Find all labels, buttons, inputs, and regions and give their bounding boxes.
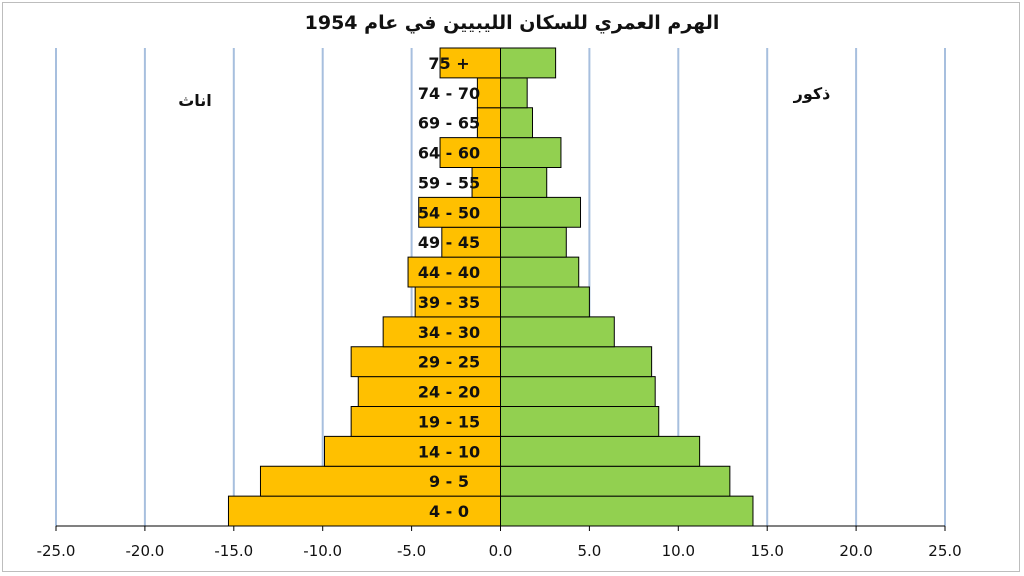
x-tick-label: 5.0 bbox=[577, 542, 601, 560]
age-group-label: 69 - 65 bbox=[418, 114, 480, 133]
female-bar bbox=[350, 406, 502, 437]
female-bar bbox=[407, 256, 502, 288]
male-bar bbox=[500, 77, 528, 109]
x-tick-label: -25.0 bbox=[37, 542, 76, 560]
male-bar bbox=[500, 167, 548, 198]
x-tick-label: 0.0 bbox=[489, 542, 513, 560]
age-group-label: 29 - 25 bbox=[418, 353, 480, 372]
male-bar bbox=[500, 435, 701, 467]
age-group-label: 24 - 20 bbox=[418, 383, 480, 402]
male-bar bbox=[500, 316, 615, 348]
male-bar bbox=[500, 465, 731, 497]
age-group-label: 49 - 45 bbox=[418, 233, 480, 252]
male-bar bbox=[500, 137, 562, 168]
male-bar bbox=[500, 376, 656, 407]
male-bar bbox=[500, 196, 582, 228]
age-labels: 4 - 0 9 - 5 14 - 10 19 - 15 24 - 20 29 - 25 34… bbox=[418, 54, 480, 521]
x-tick-label: -15.0 bbox=[214, 542, 253, 560]
female-bar bbox=[418, 196, 502, 228]
age-group-label: 75 + bbox=[428, 54, 469, 73]
x-tick-label: -20.0 bbox=[125, 542, 164, 560]
male-label: ذكور bbox=[793, 84, 831, 103]
bars bbox=[227, 47, 754, 527]
female-bar bbox=[476, 77, 501, 109]
male-bar bbox=[500, 406, 660, 437]
female-bar bbox=[382, 316, 502, 348]
x-tick-label: 20.0 bbox=[839, 542, 872, 560]
age-group-label: 14 - 10 bbox=[418, 442, 480, 461]
x-axis: -25.0 -20.0 -15.0 -10.0 -5.0 0.0 5.0 10.0 15.0 20… bbox=[37, 48, 962, 560]
female-bar bbox=[441, 226, 501, 258]
female-bar bbox=[357, 376, 502, 407]
female-bar bbox=[259, 465, 501, 497]
age-group-label: 59 - 55 bbox=[418, 173, 480, 192]
x-tick-label: 15.0 bbox=[750, 542, 783, 560]
female-bar bbox=[323, 435, 501, 467]
male-bar bbox=[500, 47, 557, 79]
age-group-label: 9 - 5 bbox=[429, 472, 469, 491]
x-tick-label: -5.0 bbox=[397, 542, 426, 560]
female-bar bbox=[476, 107, 501, 139]
female-bar bbox=[350, 346, 502, 378]
male-bar bbox=[500, 286, 590, 318]
male-bar bbox=[500, 495, 754, 527]
female-bar bbox=[414, 286, 502, 318]
male-bar bbox=[500, 107, 534, 139]
age-group-label: 34 - 30 bbox=[418, 323, 480, 342]
age-group-label: 64 - 60 bbox=[418, 144, 480, 163]
chart-title: الهرم العمري للسكان الليبيين في عام 1954 bbox=[305, 12, 720, 35]
age-group-label: 4 - 0 bbox=[429, 502, 469, 521]
female-bar bbox=[439, 47, 502, 79]
female-bar bbox=[439, 137, 502, 168]
male-bar bbox=[500, 256, 580, 288]
male-bar bbox=[500, 226, 567, 258]
age-group-label: 39 - 35 bbox=[418, 293, 480, 312]
x-tick-label: 25.0 bbox=[928, 542, 961, 560]
female-bar bbox=[227, 495, 501, 527]
male-bar bbox=[500, 346, 653, 378]
age-group-label: 44 - 40 bbox=[418, 263, 480, 282]
age-group-label: 74 - 70 bbox=[418, 84, 480, 103]
age-group-label: 19 - 15 bbox=[418, 412, 480, 431]
x-tick-label: 10.0 bbox=[662, 542, 695, 560]
x-tick-label: -10.0 bbox=[303, 542, 342, 560]
age-group-label: 54 - 50 bbox=[418, 203, 480, 222]
female-label: اناث bbox=[178, 91, 212, 110]
